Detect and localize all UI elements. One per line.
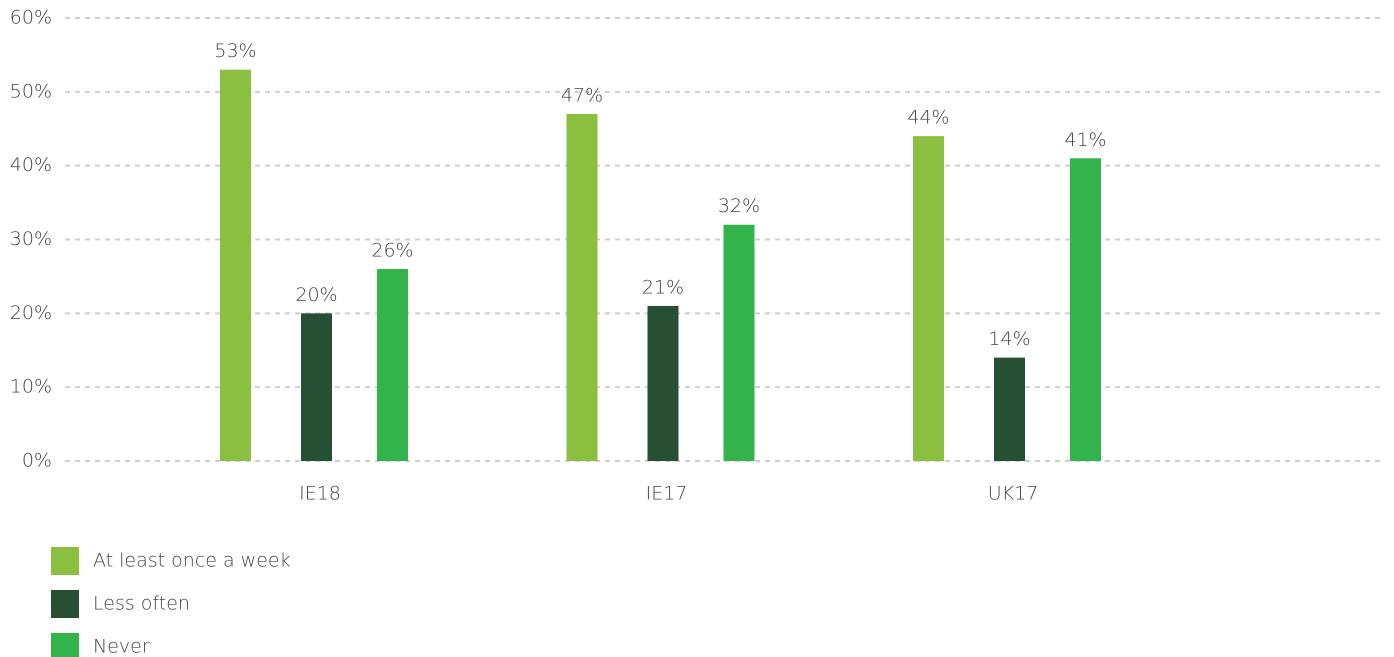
y-tick-label: 50% [10,80,52,102]
bar [566,113,598,461]
bar [647,305,679,461]
legend-label: At least once a week [93,550,291,572]
y-tick-label: 0% [22,450,52,472]
legend-label: Never [93,636,150,657]
y-tick-label: 30% [10,228,52,250]
value-label: 21% [642,276,684,298]
y-tick-label: 10% [10,376,52,398]
y-tick-label: 60% [10,7,52,29]
bar [994,357,1025,461]
legend-swatch [51,547,79,575]
value-label: 14% [988,328,1030,350]
bar [377,269,408,461]
value-label: 32% [718,195,760,217]
x-tick-label: IE17 [646,483,688,505]
bar [220,69,251,461]
value-label: 20% [295,284,337,306]
legend-label: Less often [93,593,190,615]
bar [301,313,332,461]
bar [723,224,755,461]
y-tick-label: 40% [10,154,52,176]
x-tick-label: UK17 [988,483,1039,505]
value-label: 41% [1064,129,1106,151]
value-label: 44% [907,107,949,129]
x-tick-label: IE18 [299,483,341,505]
bar [913,136,944,461]
legend-swatch [51,590,79,618]
value-label: 26% [371,240,413,262]
legend-swatch [51,633,79,657]
y-tick-label: 20% [10,302,52,324]
bar [1070,158,1101,462]
value-label: 53% [214,40,256,62]
value-label: 47% [561,84,603,106]
